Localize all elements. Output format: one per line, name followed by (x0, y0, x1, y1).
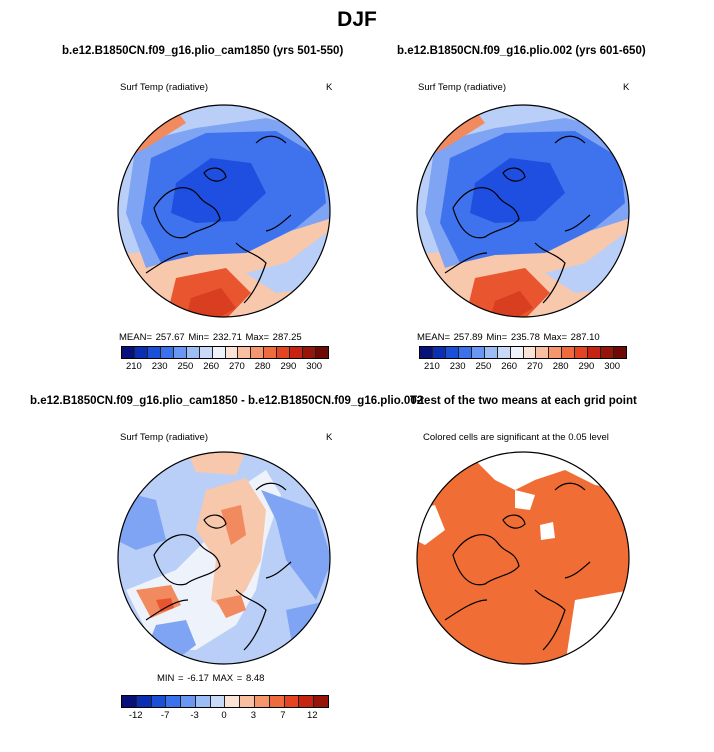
units-label-top-left: K (326, 82, 333, 93)
colorbar-tick-label: 210 (125, 361, 142, 372)
colorbar-swatch (601, 347, 615, 358)
colorbar-swatch (299, 696, 315, 707)
colorbar-swatch (575, 347, 589, 358)
polar-map-bottom-left (117, 451, 331, 665)
colorbar-swatch (420, 347, 433, 358)
panel-title-bottom-right: T-test of the two means at each grid poi… (410, 395, 637, 407)
colorbar-tick-label: 260 (203, 361, 220, 372)
panel-title-top-right: b.e12.B1850CN.f09_g16.plio.002 (yrs 601-… (397, 45, 646, 57)
colorbar-swatch (173, 347, 187, 358)
colorbar-tick-label: 250 (475, 361, 492, 372)
colorbar-tick-label: 280 (254, 361, 271, 372)
colorbar-swatch (614, 347, 626, 358)
colorbar-ticks-top-left: 210 230 250 260 270 280 290 300 (121, 361, 329, 373)
colorbar-swatch (181, 696, 196, 707)
stats-top-left: MEAN= 257.67 Min= 232.71 Max= 287.25 (119, 332, 302, 343)
colorbar-tick-label: 290 (280, 361, 297, 372)
colorbar-swatch (186, 347, 200, 358)
colorbar-swatch (484, 347, 498, 358)
colorbar-swatch (195, 696, 211, 707)
colorbar-swatch (225, 347, 239, 358)
colorbar-tick-label: 3 (250, 710, 257, 721)
colorbar-swatch (122, 347, 135, 358)
colorbar-swatch (151, 696, 167, 707)
stats-top-right: MEAN= 257.89 Min= 235.78 Max= 287.10 (417, 332, 600, 343)
panel-title-bottom-left: b.e12.B1850CN.f09_g16.plio_cam1850 - b.e… (30, 395, 424, 407)
colorbar-swatch (284, 696, 300, 707)
colorbar-tick-label: -12 (128, 710, 143, 721)
colorbar-swatch (269, 696, 285, 707)
colorbar-swatch (210, 696, 226, 707)
variable-label-top-right: Surf Temp (radiative) (418, 82, 506, 93)
colorbar-swatch (458, 347, 472, 358)
colorbar-tick-label: 230 (151, 361, 168, 372)
colorbar-tick-label: 250 (177, 361, 194, 372)
figure-title: DJF (337, 8, 377, 31)
polar-map-bottom-right (416, 451, 630, 665)
colorbar-swatch (562, 347, 576, 358)
colorbar-tick-label: 0 (221, 710, 227, 721)
colorbar-swatch (255, 696, 270, 707)
colorbar-swatch (588, 347, 602, 358)
colorbar-swatch (497, 347, 511, 358)
panel-title-top-left: b.e12.B1850CN.f09_g16.plio_cam1850 (yrs … (62, 45, 344, 57)
polar-map-top-right (416, 104, 630, 318)
polar-map-top-left (117, 104, 331, 318)
stats-bottom-left: MIN = -6.17 MAX = 8.48 (157, 673, 265, 684)
colorbar-tick-label: 12 (306, 710, 318, 721)
colorbar-tick-label: 270 (228, 361, 245, 372)
colorbar-swatch (212, 347, 226, 358)
colorbar-swatch (122, 696, 137, 707)
colorbar-tick-label: 260 (501, 361, 518, 372)
colorbar-top-right (419, 346, 627, 359)
colorbar-swatch (445, 347, 459, 358)
colorbar-ticks-bottom-left: -12 -7 -3 0 3 7 12 (121, 710, 329, 722)
colorbar-swatch (251, 347, 265, 358)
colorbar-tick-label: -7 (160, 710, 170, 721)
units-label-bottom-left: K (326, 432, 333, 443)
colorbar-swatch (160, 347, 174, 358)
colorbar-tick-label: 7 (280, 710, 286, 721)
significance-note: Colored cells are significant at the 0.0… (423, 432, 609, 443)
colorbar-tick-label: 300 (604, 361, 621, 372)
colorbar-tick-label: 290 (578, 361, 595, 372)
colorbar-swatch (277, 347, 291, 358)
colorbar-swatch (225, 696, 241, 707)
variable-label-bottom-left: Surf Temp (radiative) (120, 432, 208, 443)
colorbar-swatch (471, 347, 485, 358)
colorbar-swatch (147, 347, 161, 358)
colorbar-swatch (238, 347, 252, 358)
colorbar-swatch (290, 347, 304, 358)
colorbar-swatch (523, 347, 537, 358)
colorbar-tick-label: 210 (423, 361, 440, 372)
units-label-top-right: K (623, 82, 630, 93)
colorbar-tick-label: 280 (552, 361, 569, 372)
colorbar-top-left (121, 346, 329, 359)
colorbar-bottom-left (121, 695, 329, 708)
colorbar-swatch (303, 347, 317, 358)
colorbar-tick-label: 300 (306, 361, 323, 372)
colorbar-ticks-top-right: 210 230 250 260 270 280 290 300 (419, 361, 627, 373)
colorbar-tick-label: 230 (449, 361, 466, 372)
colorbar-swatch (549, 347, 563, 358)
colorbar-swatch (316, 347, 328, 358)
colorbar-swatch (432, 347, 446, 358)
colorbar-tick-label: -3 (190, 710, 199, 721)
colorbar-swatch (166, 696, 182, 707)
colorbar-swatch (136, 696, 152, 707)
colorbar-swatch (264, 347, 278, 358)
colorbar-swatch (314, 696, 328, 707)
colorbar-swatch (134, 347, 148, 358)
variable-label-top-left: Surf Temp (radiative) (120, 82, 208, 93)
colorbar-swatch (536, 347, 550, 358)
colorbar-swatch (510, 347, 524, 358)
colorbar-swatch (240, 696, 256, 707)
colorbar-swatch (199, 347, 213, 358)
colorbar-tick-label: 270 (526, 361, 543, 372)
